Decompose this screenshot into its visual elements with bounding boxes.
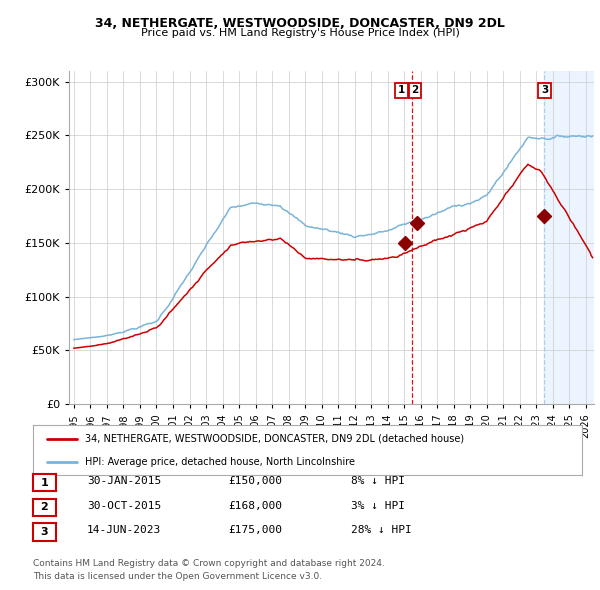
Text: This data is licensed under the Open Government Licence v3.0.: This data is licensed under the Open Gov… (33, 572, 322, 581)
Text: HPI: Average price, detached house, North Lincolnshire: HPI: Average price, detached house, Nort… (85, 457, 355, 467)
Text: £168,000: £168,000 (228, 501, 282, 510)
Text: 2: 2 (411, 85, 418, 95)
Text: 2: 2 (41, 503, 48, 512)
Text: 3% ↓ HPI: 3% ↓ HPI (351, 501, 405, 510)
Text: 30-OCT-2015: 30-OCT-2015 (87, 501, 161, 510)
Text: 3: 3 (541, 85, 548, 95)
Bar (544, 71, 600, 404)
Text: 34, NETHERGATE, WESTWOODSIDE, DONCASTER, DN9 2DL: 34, NETHERGATE, WESTWOODSIDE, DONCASTER,… (95, 17, 505, 30)
Text: 3: 3 (41, 527, 48, 537)
Text: 8% ↓ HPI: 8% ↓ HPI (351, 476, 405, 486)
Text: 14-JUN-2023: 14-JUN-2023 (87, 526, 161, 535)
Text: 28% ↓ HPI: 28% ↓ HPI (351, 526, 412, 535)
Text: 1: 1 (41, 478, 48, 487)
Text: Contains HM Land Registry data © Crown copyright and database right 2024.: Contains HM Land Registry data © Crown c… (33, 559, 385, 568)
Text: 34, NETHERGATE, WESTWOODSIDE, DONCASTER, DN9 2DL (detached house): 34, NETHERGATE, WESTWOODSIDE, DONCASTER,… (85, 434, 464, 444)
Text: 30-JAN-2015: 30-JAN-2015 (87, 476, 161, 486)
Text: £150,000: £150,000 (228, 476, 282, 486)
Text: £175,000: £175,000 (228, 526, 282, 535)
Text: 1: 1 (398, 85, 405, 95)
Text: Price paid vs. HM Land Registry's House Price Index (HPI): Price paid vs. HM Land Registry's House … (140, 28, 460, 38)
